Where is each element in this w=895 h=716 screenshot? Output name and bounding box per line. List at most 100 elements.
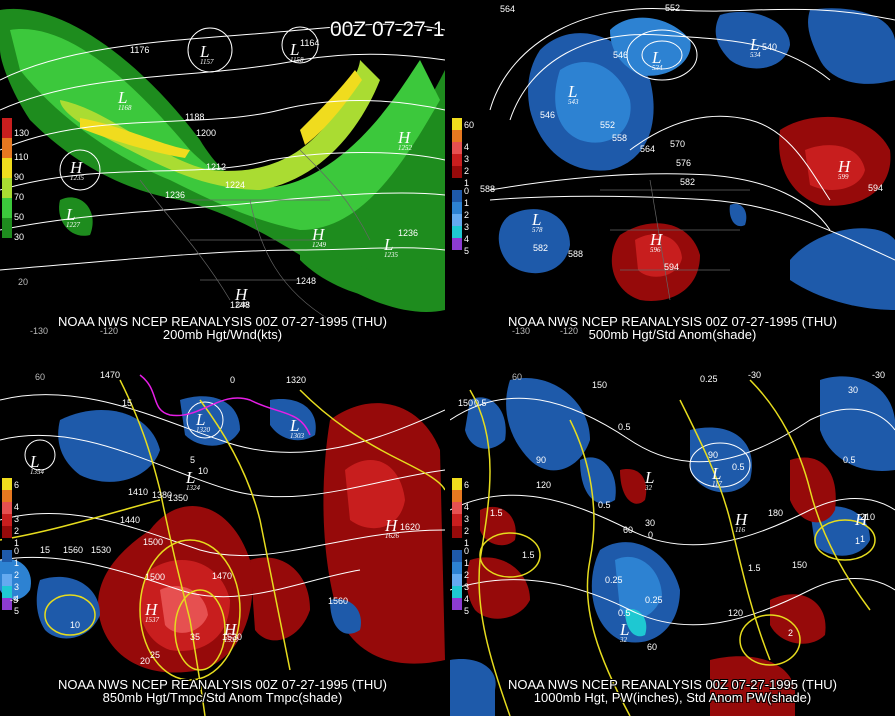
contour-label: 0 <box>648 530 654 540</box>
legend-label: 110 <box>14 152 29 162</box>
legend-wind <box>2 118 12 238</box>
lon-label: -120 <box>560 326 579 336</box>
legend-label: 6 <box>14 480 20 490</box>
contour-label: 1248 <box>230 300 251 310</box>
contour-label: 35 <box>190 632 201 642</box>
contour-label: 1530 <box>222 632 243 642</box>
legend-label: 0 <box>14 546 20 556</box>
height-contours <box>0 23 445 271</box>
contour-label: 582 <box>533 243 549 253</box>
legend-label: 4 <box>14 594 20 604</box>
contour-label: 564 <box>500 4 516 14</box>
legend-label: 6 <box>464 480 470 490</box>
contour-label: 0.25 <box>700 374 718 384</box>
low-center: L 578 <box>532 210 543 234</box>
contour-label: 90 <box>536 455 547 465</box>
low-center: L 534 <box>750 35 761 59</box>
lat-label: 60 <box>512 372 523 382</box>
contour-label: -30 <box>872 370 886 380</box>
contour-label: 0.25 <box>605 575 623 585</box>
panel-500mb: 60 4 3 2 1 0 1 2 3 4 5 564 552 546 540 5… <box>450 0 895 356</box>
contour-label: 1164 <box>300 38 320 48</box>
contour-label: 570 <box>670 139 686 149</box>
contour-label: 1530 <box>91 545 112 555</box>
contour-label: 1620 <box>400 522 421 532</box>
contour-label: 1248 <box>296 276 317 286</box>
lon-label: -130 <box>512 326 531 336</box>
contour-label: 0 <box>230 375 236 385</box>
contour-label: 1236 <box>165 190 186 200</box>
contour-label: 1 <box>855 536 861 546</box>
contour-label: 1380 <box>152 490 173 500</box>
high-center: H 1235 <box>70 158 84 182</box>
contour-label: 150 <box>458 398 474 408</box>
contour-label: 546 <box>613 50 629 60</box>
lat-label: 60 <box>35 372 46 382</box>
contour-label: 1560 <box>63 545 84 555</box>
low-center: L 1324 <box>186 468 200 492</box>
contour-label: 1.5 <box>522 550 535 560</box>
freezing-contour <box>139 374 311 436</box>
map-500mb <box>450 0 895 356</box>
low-center: L 117 <box>712 464 722 488</box>
contour-label: 1.5 <box>748 563 761 573</box>
contour-label: 1470 <box>100 370 121 380</box>
contour-label: 576 <box>676 158 692 168</box>
low-center: L 1168 <box>118 88 132 112</box>
legend-label: 2 <box>14 570 20 580</box>
legend-label: 1 <box>464 198 470 208</box>
low-center: L 1303 <box>290 416 304 440</box>
low-center: L 1158 <box>290 40 304 64</box>
contour-label: 594 <box>664 262 680 272</box>
panel-1000mb: 6 4 3 2 1 0 1 2 3 4 5 150 0.5 150 0.25 -… <box>450 360 895 716</box>
low-center: L 534 <box>652 48 663 72</box>
anomaly-shading <box>450 376 895 716</box>
contour-label: 90 <box>708 450 719 460</box>
panel-title: NOAA NWS NCEP REANALYSIS 00Z 07-27-1995 … <box>508 677 837 692</box>
contour-label: 15 <box>122 398 133 408</box>
low-center: L 1354 <box>30 452 44 476</box>
legend-label: 130 <box>14 128 30 138</box>
contour-label: 1500 <box>143 537 164 547</box>
contour-label: 1470 <box>212 571 233 581</box>
contour-label: 558 <box>612 133 628 143</box>
contour-label: 594 <box>868 183 884 193</box>
panel-850mb: 6 4 3 2 1 0 1 2 3 4 5 1470 1320 1410 138… <box>0 360 445 716</box>
legend-label: 60 <box>464 120 475 130</box>
low-center: L 1227 <box>66 205 80 229</box>
contour-label: 1410 <box>128 487 149 497</box>
geography <box>139 149 371 321</box>
panel-subtitle: 850mb Hgt/Tmpc/Std Anom Tmpc(shade) <box>102 690 343 705</box>
legend-label: 2 <box>464 166 470 176</box>
contour-label: 1200 <box>196 128 217 138</box>
legend-label: 4 <box>464 234 470 244</box>
panel-title: NOAA NWS NCEP REANALYSIS 00Z 07-27-1995 … <box>58 314 387 329</box>
legend-label: 90 <box>14 172 25 182</box>
panel-subtitle: 1000mb Hgt, PW(inches), Std Anom PW(shad… <box>533 690 812 705</box>
legend-label: 50 <box>14 212 25 222</box>
legend-anomaly <box>452 118 462 250</box>
contour-label: 588 <box>480 184 496 194</box>
legend-label: 3 <box>14 582 20 592</box>
legend-label: 1 <box>14 558 20 568</box>
contour-label: 25 <box>150 650 161 660</box>
legend-label: 2 <box>464 570 470 580</box>
lat-label: 20 <box>18 277 29 287</box>
contour-label: 0.5 <box>618 422 631 432</box>
lon-label: -120 <box>100 326 119 336</box>
legend-label: 5 <box>464 246 470 256</box>
map-1000mb <box>450 360 895 716</box>
legend-label: 2 <box>464 526 470 536</box>
pw-contours <box>469 379 876 716</box>
legend-label: 1 <box>464 178 470 188</box>
legend-label: 4 <box>464 502 470 512</box>
legend-label: 4 <box>14 502 20 512</box>
low-center: L 1157 <box>200 42 214 66</box>
low-center: L 543 <box>568 82 579 106</box>
contour-label: 1500 <box>145 572 166 582</box>
high-center: H 116 <box>735 510 748 534</box>
contour-label: 588 <box>568 249 584 259</box>
contour-label: 1320 <box>286 375 307 385</box>
high-center: H 1533 <box>224 620 238 644</box>
legend-label: 3 <box>464 514 470 524</box>
